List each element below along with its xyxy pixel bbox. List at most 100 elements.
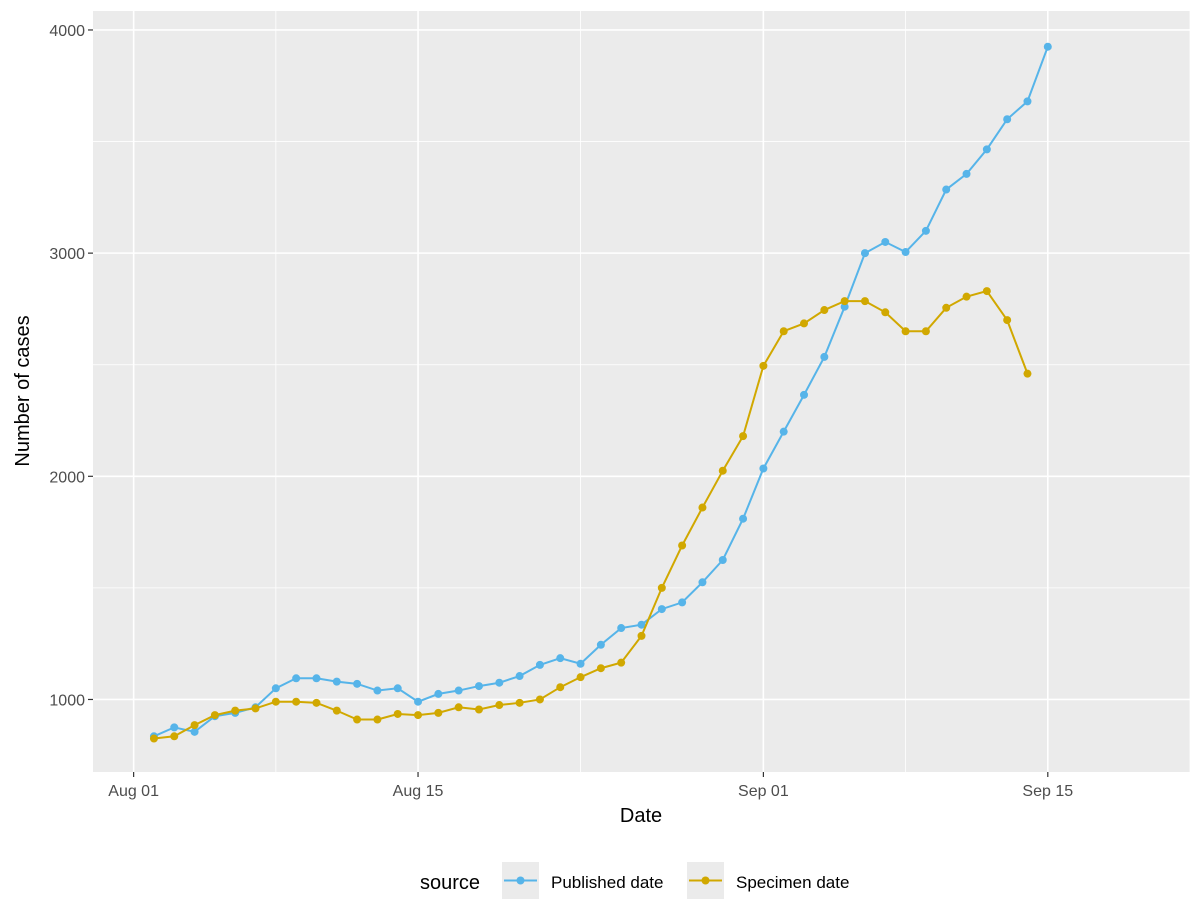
series-published-date [149, 42, 1052, 741]
data-point-specimen-date [1023, 369, 1032, 378]
data-point-published-date [535, 660, 544, 669]
data-point-published-date [881, 237, 890, 246]
data-point-specimen-date [678, 541, 687, 550]
x-tick-label: Sep 01 [738, 783, 789, 800]
data-point-specimen-date [414, 711, 423, 720]
data-point-specimen-date [190, 721, 199, 730]
data-point-published-date [373, 686, 382, 695]
data-point-published-date [901, 248, 910, 257]
data-point-published-date [840, 302, 849, 311]
data-point-published-date [820, 352, 829, 361]
x-axis-title: Date [620, 805, 662, 827]
data-point-specimen-date [596, 664, 605, 673]
data-point-published-date [556, 654, 565, 663]
data-point-published-date [515, 672, 524, 681]
data-point-specimen-date [535, 695, 544, 704]
data-point-published-date [292, 674, 301, 683]
data-point-specimen-date [800, 319, 809, 328]
data-point-published-date [190, 727, 199, 736]
data-point-specimen-date [637, 631, 646, 640]
data-point-published-date [495, 678, 504, 687]
y-axis-title: Number of cases [12, 315, 34, 466]
data-point-published-date [779, 427, 788, 436]
data-point-specimen-date [170, 732, 179, 741]
data-point-published-date [576, 659, 585, 668]
data-point-specimen-date [759, 361, 768, 370]
data-point-published-date [312, 674, 321, 683]
data-point-specimen-date [982, 287, 991, 296]
data-point-published-date [962, 169, 971, 178]
data-point-published-date [759, 464, 768, 473]
data-point-specimen-date [718, 466, 727, 475]
legend-title: source [420, 872, 480, 894]
data-point-published-date [474, 682, 483, 691]
data-point-specimen-date [840, 297, 849, 306]
plot-panel [93, 11, 1190, 772]
x-tick-label: Aug 15 [393, 783, 444, 800]
data-point-specimen-date [210, 711, 219, 720]
data-point-specimen-date [901, 327, 910, 336]
data-point-specimen-date [231, 706, 240, 715]
data-point-published-date [800, 390, 809, 399]
y-tick-label: 3000 [49, 246, 85, 263]
data-point-specimen-date [312, 698, 321, 707]
data-point-published-date [596, 640, 605, 649]
x-tick-label: Aug 01 [108, 783, 159, 800]
series-specimen-date [149, 287, 1032, 743]
data-point-specimen-date [779, 327, 788, 336]
data-point-published-date [657, 605, 666, 614]
data-point-published-date [170, 723, 179, 732]
legend-key-published-point [516, 876, 525, 885]
axis-ticks [88, 29, 1049, 777]
data-point-specimen-date [860, 297, 869, 306]
legend-label-specimen: Specimen date [736, 873, 849, 892]
data-point-specimen-date [454, 703, 463, 712]
data-point-specimen-date [942, 303, 951, 312]
data-point-specimen-date [149, 734, 158, 743]
data-point-specimen-date [495, 701, 504, 710]
data-point-specimen-date [657, 583, 666, 592]
major-gridlines [93, 11, 1190, 772]
data-point-specimen-date [1003, 316, 1012, 325]
data-point-specimen-date [515, 698, 524, 707]
data-point-published-date [718, 555, 727, 564]
legend: source Published date Specimen date [420, 862, 849, 899]
minor-gridlines [93, 11, 1191, 772]
data-point-specimen-date [373, 715, 382, 724]
data-point-specimen-date [820, 306, 829, 315]
data-point-specimen-date [739, 432, 748, 441]
data-point-published-date [271, 684, 280, 693]
data-point-published-date [1023, 97, 1032, 106]
data-point-published-date [860, 249, 869, 258]
data-point-specimen-date [353, 715, 362, 724]
data-point-published-date [698, 578, 707, 587]
data-point-published-date [353, 679, 362, 688]
data-point-published-date [1043, 42, 1052, 51]
data-point-specimen-date [332, 706, 341, 715]
series-layer [149, 42, 1052, 743]
data-point-published-date [982, 145, 991, 154]
data-point-published-date [332, 677, 341, 686]
data-point-specimen-date [251, 704, 260, 713]
data-point-specimen-date [962, 292, 971, 301]
data-point-published-date [739, 514, 748, 523]
data-point-specimen-date [881, 308, 890, 317]
data-point-specimen-date [292, 697, 301, 706]
data-point-published-date [1003, 115, 1012, 124]
data-point-specimen-date [393, 709, 402, 718]
data-point-published-date [637, 620, 646, 629]
tick-labels: Aug 01 Aug 15 Sep 01 Sep 15 1000 2000 3000 4000 [49, 23, 1073, 800]
data-point-specimen-date [921, 327, 930, 336]
data-point-published-date [942, 185, 951, 194]
data-point-published-date [393, 684, 402, 693]
data-point-specimen-date [271, 697, 280, 706]
data-point-specimen-date [434, 708, 443, 717]
data-point-published-date [921, 226, 930, 235]
data-point-specimen-date [556, 683, 565, 692]
data-point-published-date [414, 697, 423, 706]
x-tick-label: Sep 15 [1022, 783, 1073, 800]
y-tick-label: 4000 [49, 23, 85, 40]
legend-key-specimen-point [701, 876, 710, 885]
data-point-specimen-date [617, 658, 626, 667]
